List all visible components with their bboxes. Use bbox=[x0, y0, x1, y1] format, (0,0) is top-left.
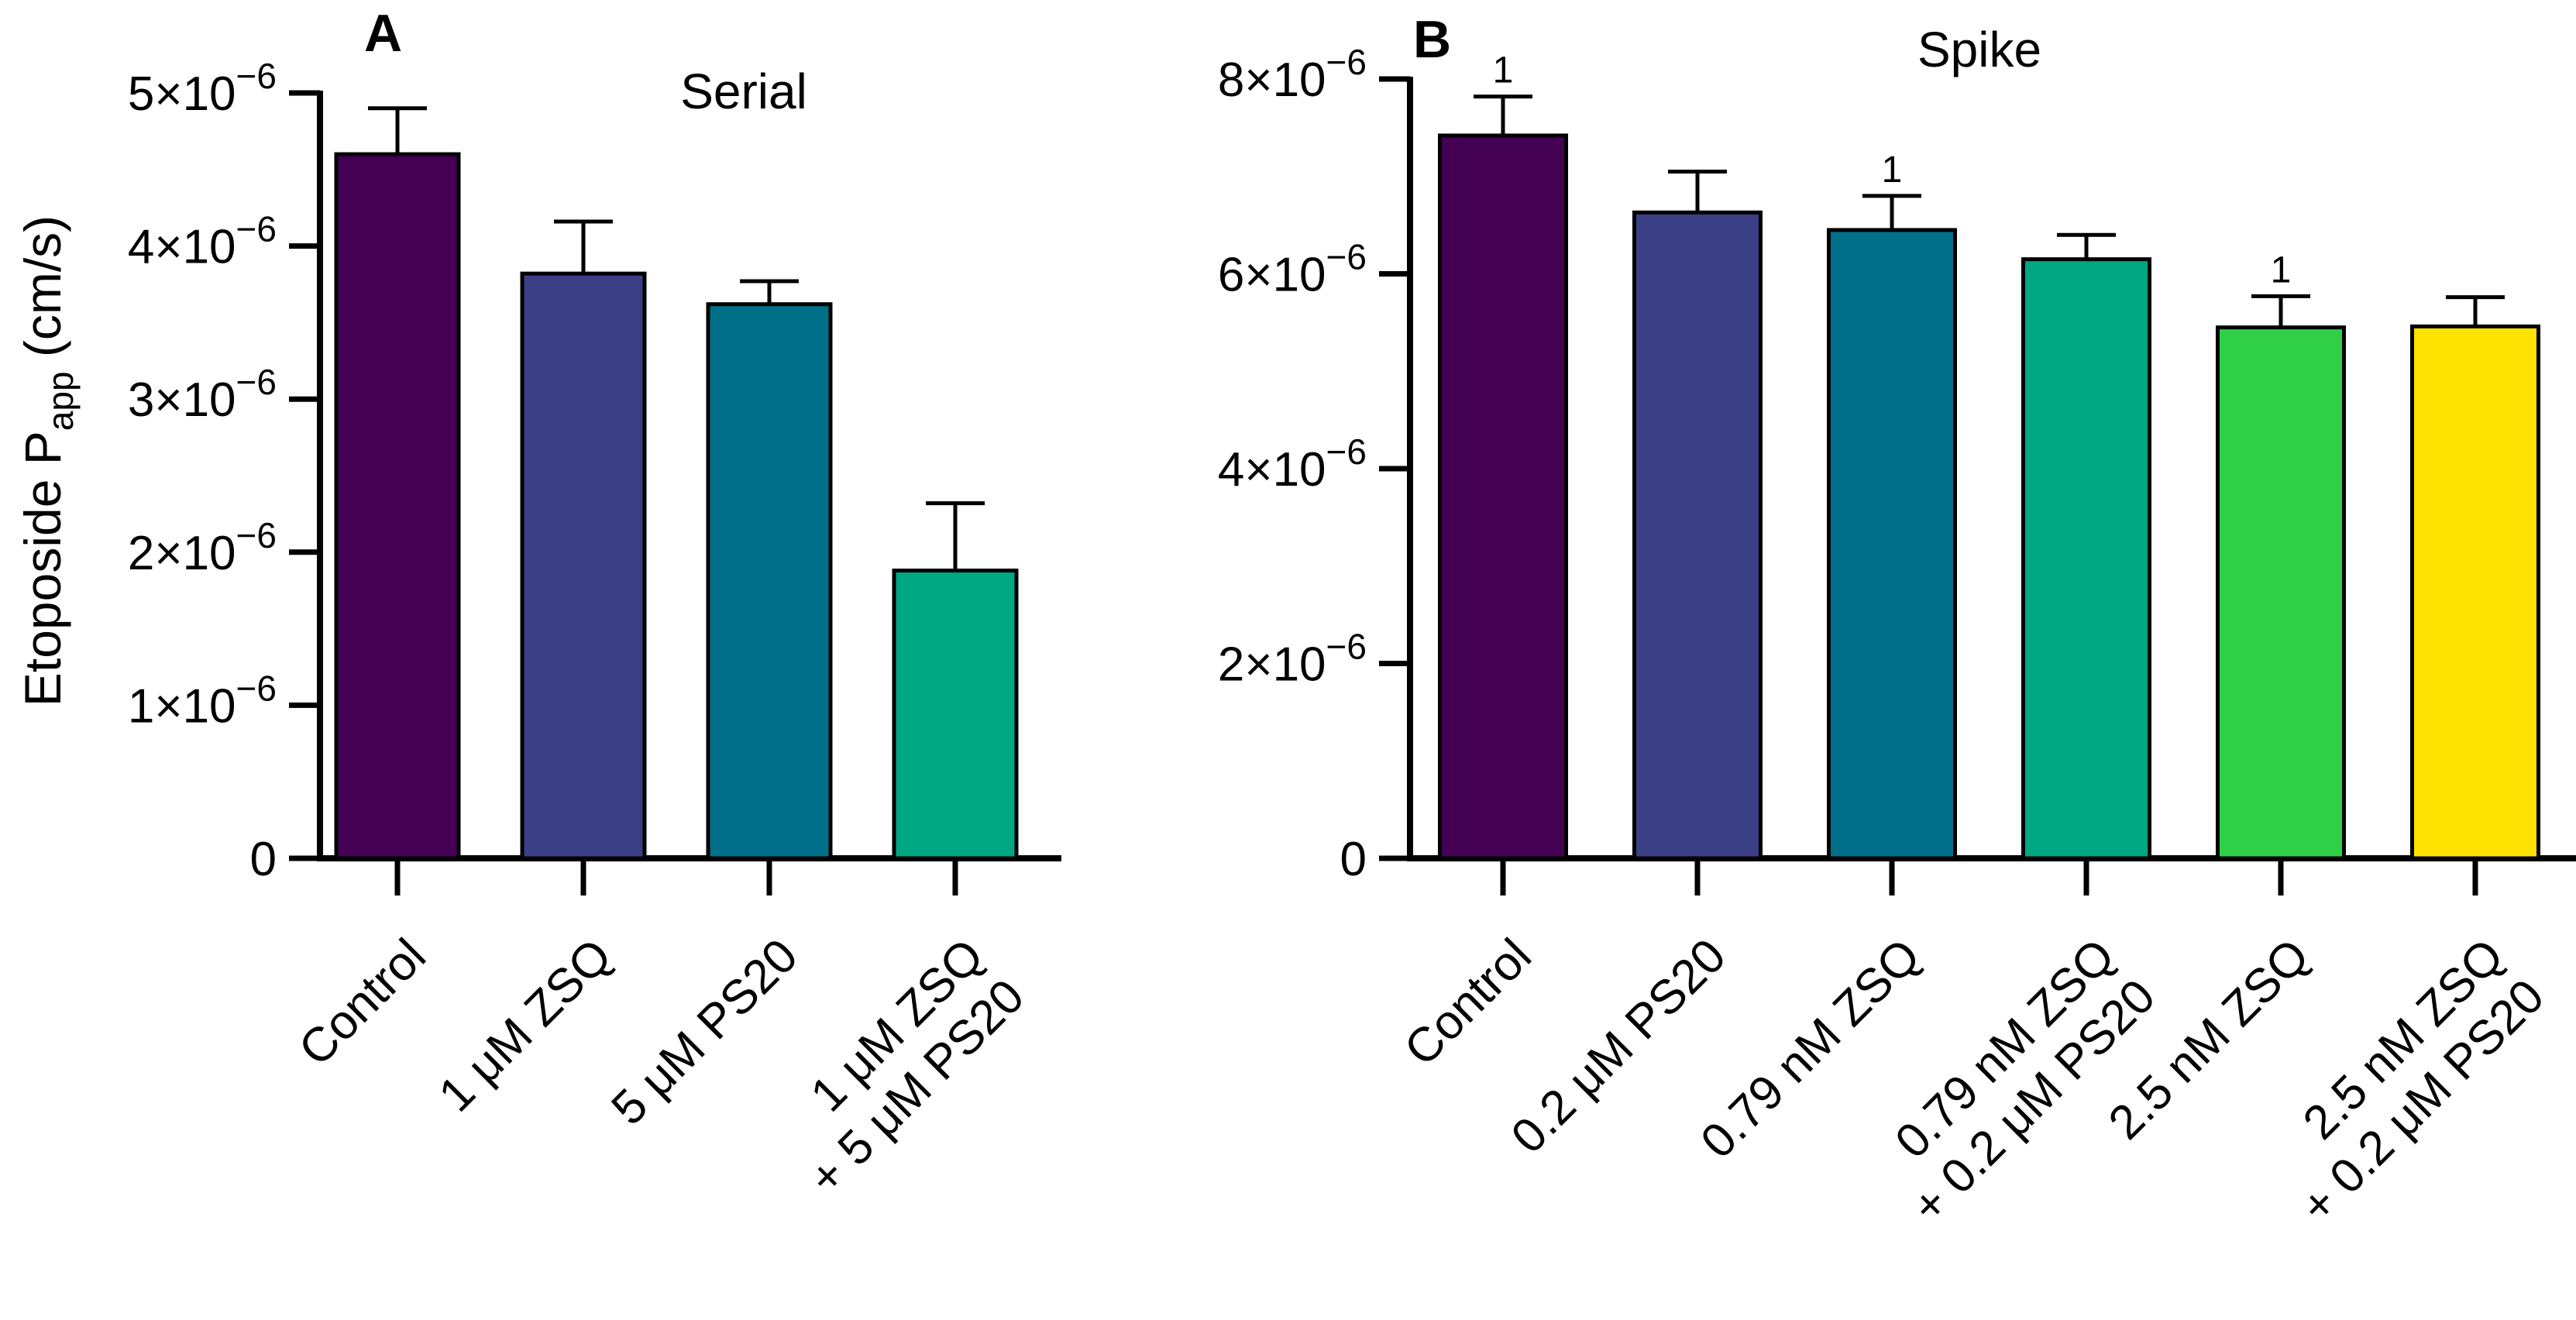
significance-label: 1 bbox=[2271, 249, 2292, 290]
y-axis-title: Etoposide Papp (cm/s) bbox=[14, 215, 81, 706]
y-tick-label: 2×10−6 bbox=[1218, 627, 1367, 692]
y-tick-label: 1×10−6 bbox=[128, 668, 277, 733]
bar bbox=[2021, 257, 2151, 861]
y-tick-label: 4×10−6 bbox=[1218, 431, 1367, 497]
y-axis-title-unit: (cm/s) bbox=[14, 215, 71, 372]
x-tick-label-line: Control bbox=[1395, 929, 1542, 1076]
chart-title: Serial bbox=[680, 64, 807, 119]
x-tick-label: 1 μM ZSQ bbox=[428, 929, 621, 1122]
y-axis-title-main: Etoposide P bbox=[14, 431, 71, 706]
panel-a: A Serial 0 1×10−6 2×10−6 3×10−6 4×10−6 5×10−6 Co… bbox=[128, 4, 1061, 1205]
x-tick-label: Control bbox=[1395, 929, 1542, 1076]
y-tick-label: 0 bbox=[1340, 833, 1367, 886]
bar bbox=[892, 569, 1019, 861]
y-axis-label: Etoposide Papp (cm/s) bbox=[14, 215, 81, 706]
y-tick-label: 2×10−6 bbox=[128, 515, 277, 580]
bar bbox=[706, 302, 833, 861]
y-tick-label: 8×10−6 bbox=[1218, 42, 1367, 107]
bar bbox=[334, 152, 461, 861]
y-tick-label: 0 bbox=[250, 833, 277, 886]
bar bbox=[2216, 325, 2346, 861]
panel-letter-b: B bbox=[1413, 10, 1451, 69]
bar bbox=[1438, 133, 1568, 861]
significance-label: 1 bbox=[1882, 150, 1903, 191]
chart-title: Spike bbox=[1917, 22, 2041, 77]
y-tick-label: 4×10−6 bbox=[128, 209, 277, 274]
bar bbox=[1827, 228, 1957, 861]
y-axis-title-sub: app bbox=[40, 371, 81, 431]
bar bbox=[2410, 324, 2540, 861]
bar bbox=[520, 271, 647, 861]
x-tick-label: Control bbox=[289, 929, 436, 1076]
y-tick-label: 3×10−6 bbox=[128, 362, 277, 427]
x-tick-label-line: Control bbox=[289, 929, 436, 1076]
x-tick-label-line: 1 μM ZSQ bbox=[428, 929, 621, 1122]
bar bbox=[1632, 210, 1763, 861]
y-tick-label: 6×10−6 bbox=[1218, 237, 1367, 302]
y-tick-label: 5×10−6 bbox=[128, 56, 277, 121]
x-tick-label-line: 5 μM PS20 bbox=[601, 929, 808, 1136]
significance-label: 1 bbox=[1493, 50, 1514, 91]
panel-letter-a: A bbox=[364, 4, 402, 63]
x-tick-label: 5 μM PS20 bbox=[601, 929, 808, 1136]
